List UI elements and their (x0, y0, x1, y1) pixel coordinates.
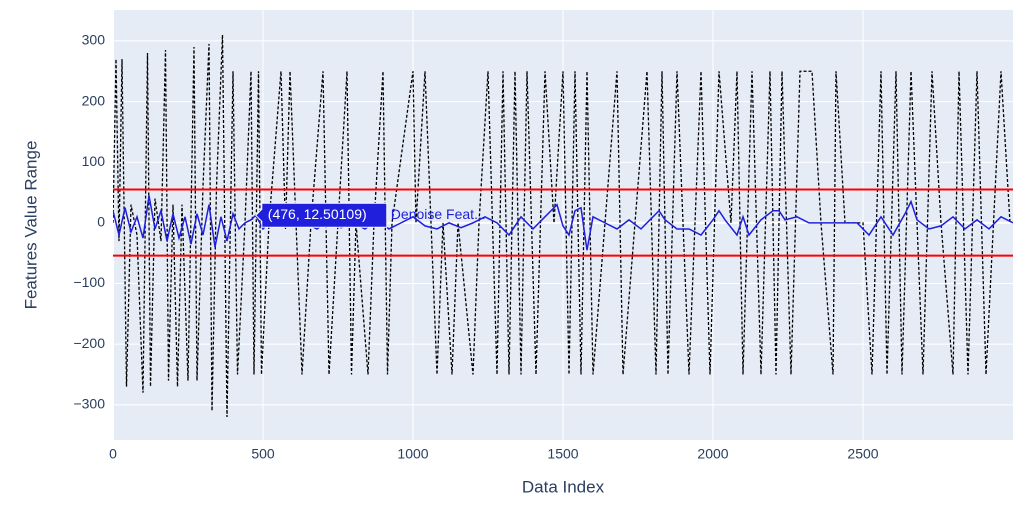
x-tick-label: 1500 (547, 446, 578, 462)
y-tick-label: −300 (73, 396, 105, 412)
y-tick-label: −200 (73, 335, 105, 351)
hover-box (255, 202, 388, 228)
x-tick-label: 500 (251, 446, 275, 462)
x-tick-label: 0 (109, 446, 117, 462)
hover-series-name: Denoise Feat... (391, 206, 486, 222)
x-tick-label: 2000 (697, 446, 728, 462)
y-tick-label: −100 (73, 274, 105, 290)
x-tick-label: 2500 (847, 446, 878, 462)
x-axis-title: Data Index (522, 477, 605, 496)
y-tick-label: 0 (97, 214, 105, 230)
y-tick-label: 100 (82, 153, 106, 169)
y-tick-label: 200 (82, 92, 106, 108)
data-line (113, 195, 1013, 251)
y-tick-label: 300 (82, 32, 106, 48)
hover-label: (476, 12.50109) (268, 206, 367, 222)
y-axis-title: Features Value Range (21, 141, 40, 310)
x-tick-label: 1000 (397, 446, 428, 462)
